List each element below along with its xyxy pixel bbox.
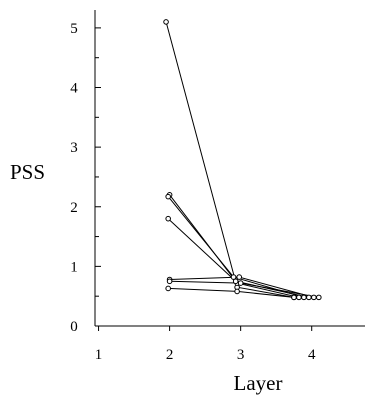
y-axis-label: PSS (10, 160, 45, 184)
data-point (236, 274, 243, 280)
y-tick-label: 4 (70, 81, 78, 97)
data-point (230, 274, 237, 280)
x-tick-label: 3 (237, 347, 245, 363)
data-point (163, 19, 169, 25)
y-tick-label: 0 (70, 319, 78, 335)
axes (94, 10, 365, 327)
series-line (165, 21, 294, 298)
data-point (301, 294, 307, 301)
y-tick-label: 3 (70, 140, 78, 156)
data-point (232, 278, 239, 285)
data-point (165, 193, 171, 200)
data-point (306, 294, 312, 301)
y-tick-label: 5 (70, 21, 78, 37)
y-tick-label: 1 (70, 259, 78, 275)
y-ticks: 0 1 2 3 4 5 (70, 21, 101, 335)
x-tick-label: 1 (95, 347, 103, 363)
x-tick-label: 2 (166, 347, 174, 363)
data-point (316, 294, 322, 301)
data-point (311, 294, 317, 301)
data-point (291, 294, 297, 301)
data-point (166, 278, 173, 285)
series-lines (165, 21, 319, 298)
x-axis-label: Layer (234, 371, 283, 395)
data-point (165, 285, 171, 292)
data-point (165, 215, 171, 222)
x-ticks: 1 2 3 4 (95, 326, 316, 363)
data-point (237, 280, 244, 286)
x-tick-label: 4 (308, 347, 316, 363)
y-tick-label: 2 (70, 200, 78, 216)
data-point (296, 294, 302, 301)
data-point (234, 288, 240, 295)
series-points (163, 19, 322, 301)
